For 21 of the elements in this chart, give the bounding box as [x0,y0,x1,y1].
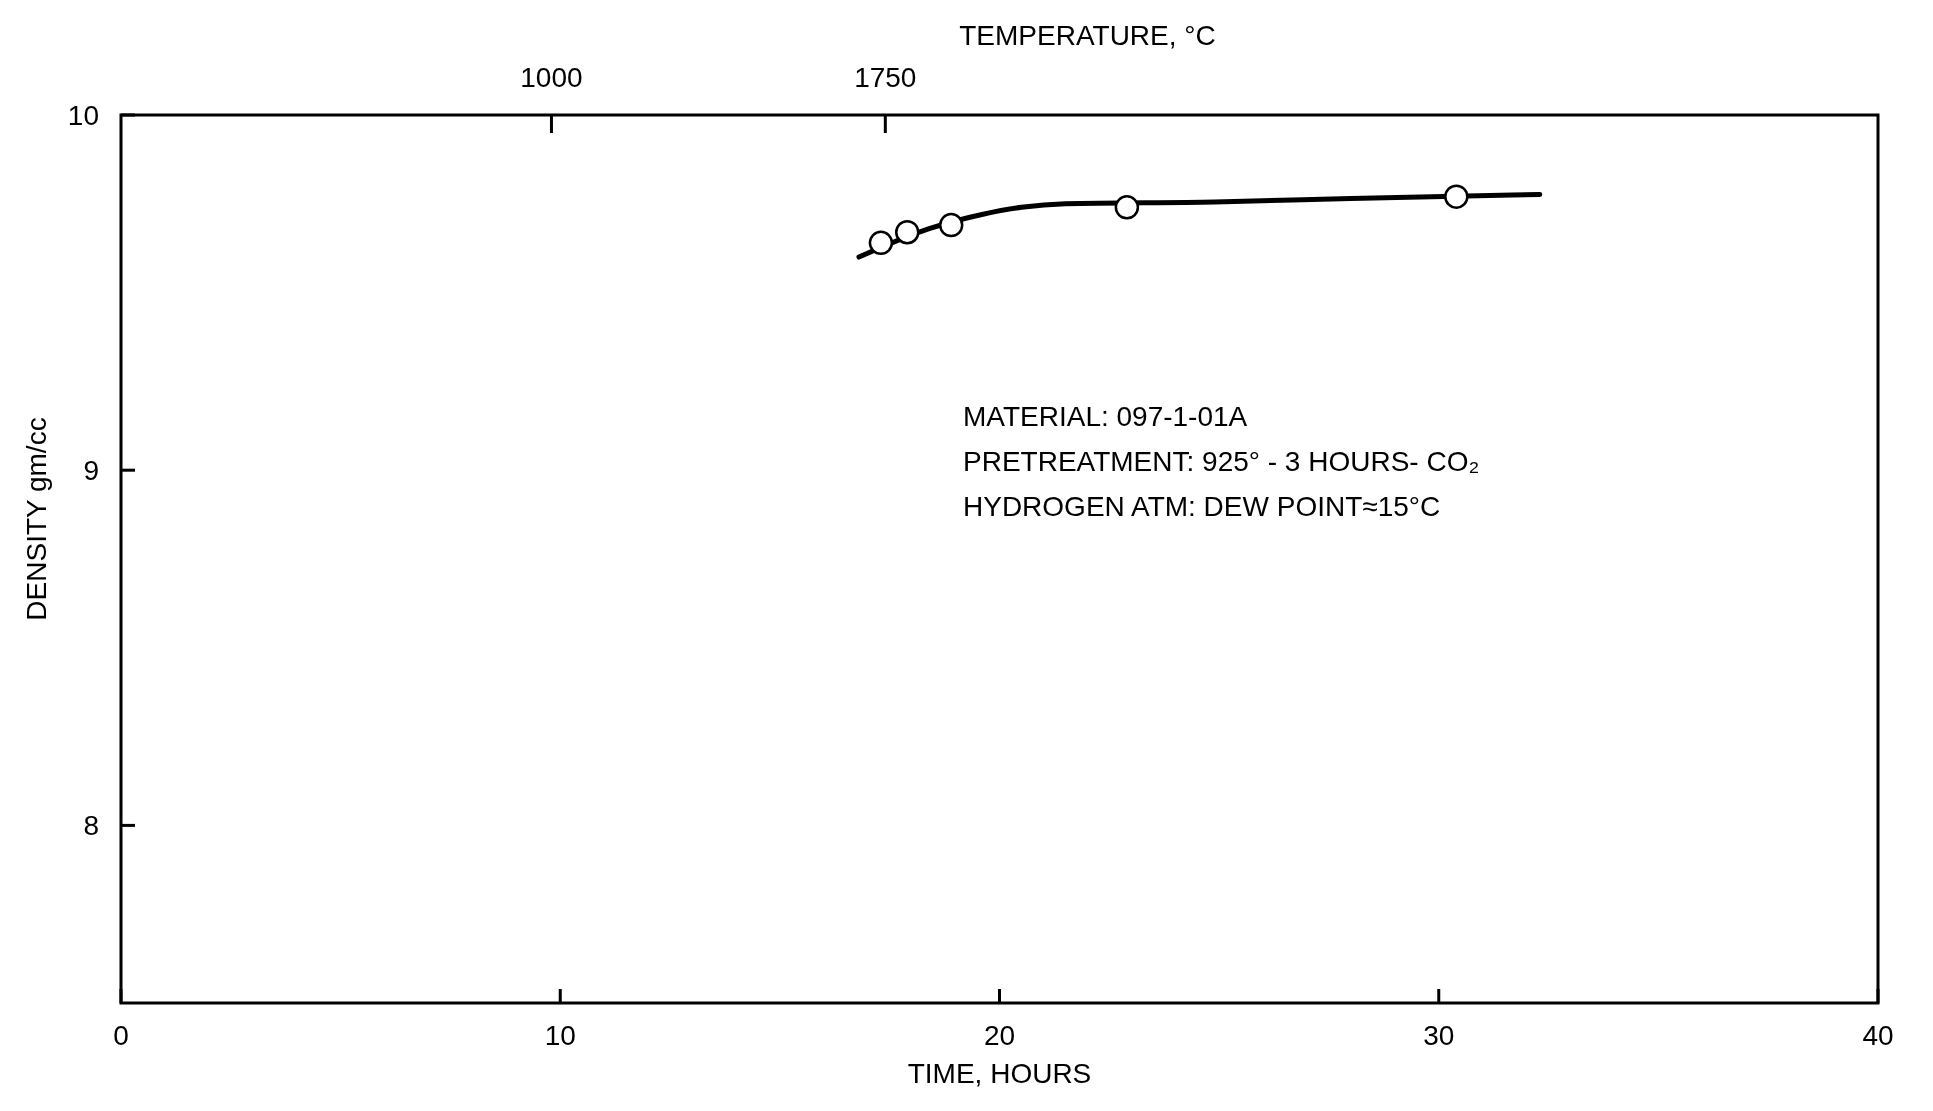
annotation: MATERIAL: 097-1-01A [963,401,1248,432]
point [868,230,894,256]
x-tick-label: 0 [113,1020,129,1051]
point [938,212,964,238]
y-axis-title: DENSITY gm/cc [21,417,52,621]
x-tick-label: 30 [1423,1020,1455,1051]
point [895,219,920,245]
y-tick-label: 9 [83,455,99,487]
x-tick-label: 40 [1862,1020,1894,1051]
x2-axis-title: TEMPERATURE, °C [959,20,1216,51]
x2-tick-label: 1000 [520,62,583,93]
y-tick-label: 8 [83,810,99,842]
x2-tick-label: 1750 [854,62,917,93]
point [1444,184,1469,209]
x-axis-title: TIME, HOURS [907,1058,1092,1089]
x-tick-label: 20 [983,1020,1016,1051]
y-tick-label: 10 [67,100,99,131]
x-tick-label: 10 [544,1020,576,1051]
annotation: PRETREATMENT: 925° - 3 HOURS- CO₂ [963,446,1480,477]
annotation: HYDROGEN ATM: DEW POINT≈15°C [963,491,1441,522]
point [1114,195,1140,220]
